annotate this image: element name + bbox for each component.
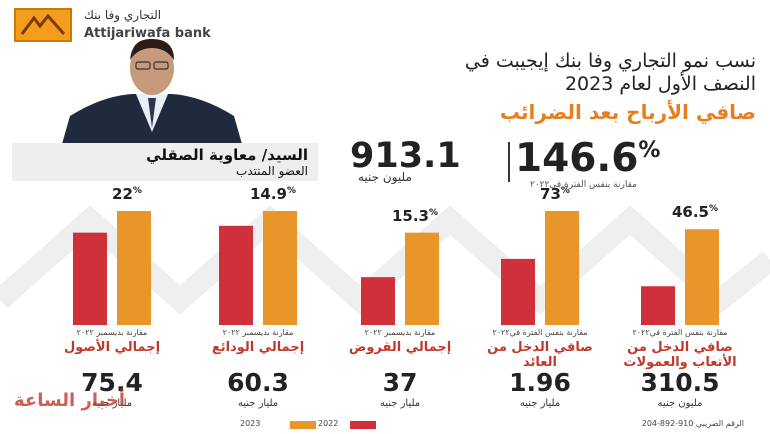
growth-label-group-1: 46.5%	[630, 203, 760, 221]
value-group-2: 1.96	[509, 368, 571, 397]
logo-latin-name: Attijariwafa bank	[84, 26, 211, 41]
value-group-3: 37	[382, 368, 418, 397]
category-label-group-4: إجمالي الودائع	[211, 340, 305, 355]
growth-percent-sign: %	[560, 186, 570, 196]
person-name: السيد/ معاوية الصقلي	[146, 146, 308, 164]
bar-2022-group-4	[219, 225, 253, 325]
growth-label-group-5: 22%	[62, 185, 192, 203]
logo-mark	[14, 8, 72, 42]
headline-subtitle: صافي الأرباح بعد الضرائب	[499, 100, 756, 124]
value-group-4: 60.3	[227, 368, 289, 397]
bar-2022-group-2	[501, 258, 535, 325]
unit-group-3: مليار جنيه	[379, 398, 421, 409]
net-profit-growth-sign: %	[638, 138, 661, 163]
growth-label-group-2: 73%	[490, 185, 620, 203]
tax-id: الرقم الضريبي 910-892-204	[641, 419, 744, 428]
value-group-1: 310.5	[640, 368, 720, 397]
person-title: العضو المنتدب	[236, 164, 308, 178]
growth-value: 14.9	[249, 185, 287, 203]
value-group-5: 75.4	[81, 368, 143, 397]
growth-value: 73	[540, 185, 561, 203]
net-profit-growth: 146.6%	[515, 136, 660, 181]
category-label-group-5: إجمالي الأصول	[63, 340, 161, 355]
net-profit-growth-value: 146.6	[515, 136, 639, 181]
bar-2023-group-2	[545, 211, 579, 325]
category-label-group-2: صافي الدخل من العائد	[487, 340, 593, 370]
bar-2023-group-4	[263, 211, 297, 325]
watermark: أخبار الساعة	[14, 390, 126, 411]
comparison-note-group-3: مقارنة بديسمبر ٢٠٢٢	[364, 328, 436, 337]
growth-value: 46.5	[671, 203, 709, 222]
net-profit-unit: مليون جنيه	[358, 170, 412, 184]
bar-2023-group-1	[685, 229, 719, 325]
logo-arabic-name: التجاري وفا بنك	[84, 8, 162, 22]
category-label-group-1: صافي الدخل من الأتعاب والعمولات	[623, 340, 737, 370]
divider	[508, 142, 510, 182]
growth-value: 15.3	[391, 206, 429, 225]
comparison-note-group-4: مقارنة بديسمبر ٢٠٢٢	[222, 328, 294, 337]
bar-2022-group-1	[641, 286, 675, 325]
comparison-note-group-5: مقارنة بديسمبر ٢٠٢٢	[76, 328, 148, 337]
headline-line1: نسب نمو التجاري وفا بنك إيجيبت في	[464, 50, 756, 72]
comparison-note-group-2: مقارنة بنفس الفترة في٢٠٢٢	[492, 328, 588, 337]
legend-swatch-2022	[350, 421, 376, 429]
legend-label-2023: 2023	[240, 419, 261, 428]
growth-label-group-3: 15.3%	[350, 207, 480, 225]
unit-group-4: مليار جنيه	[237, 398, 279, 409]
comparison-note-group-1: مقارنة بنفس الفترة في٢٠٢٢	[632, 328, 728, 337]
net-profit-note: مقارنة بنفس الفترة في٢٠٢٢	[530, 180, 637, 190]
growth-label-group-4: 14.9%	[208, 185, 338, 203]
unit-group-2: مليار جنيه	[519, 398, 561, 409]
headline-line2: النصف الأول لعام 2023	[564, 73, 756, 95]
name-box: السيد/ معاوية الصقلي العضو المنتدب	[12, 143, 318, 181]
executive-photo	[62, 38, 242, 144]
net-profit-value: 913.1	[350, 136, 461, 176]
growth-percent-sign: %	[132, 186, 142, 196]
legend-label-2022: 2022	[318, 419, 339, 428]
growth-percent-sign: %	[708, 204, 719, 215]
bank-logo: التجاري وفا بنك Attijariwafa bank	[14, 8, 219, 48]
growth-value: 22	[112, 185, 133, 203]
legend-swatch-2023	[290, 421, 316, 429]
bar-2023-group-3	[405, 232, 439, 325]
unit-group-5: مليار جنيه	[91, 398, 133, 409]
bar-2022-group-5	[73, 232, 107, 325]
growth-percent-sign: %	[286, 186, 297, 196]
growth-percent-sign: %	[428, 207, 439, 218]
unit-group-1: مليون جنيه	[657, 398, 703, 409]
bar-2022-group-3	[361, 277, 395, 325]
category-label-group-3: إجمالي القروض	[348, 340, 452, 355]
bar-2023-group-5	[117, 211, 151, 325]
